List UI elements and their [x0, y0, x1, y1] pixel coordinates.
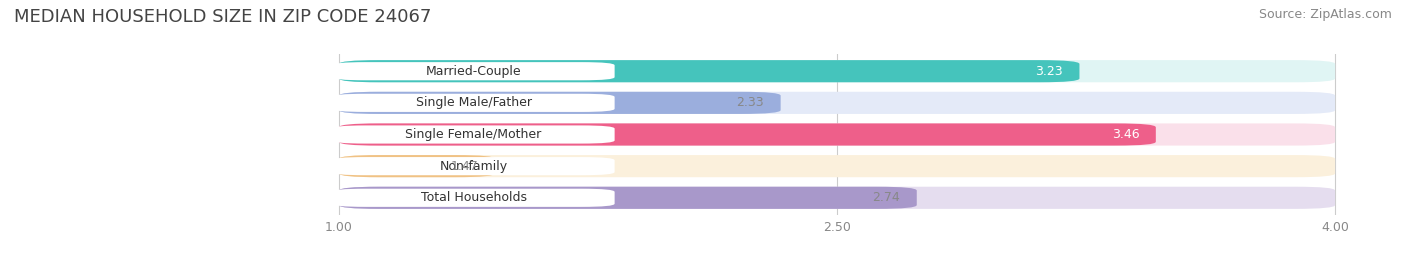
Text: Single Female/Mother: Single Female/Mother: [405, 128, 541, 141]
FancyBboxPatch shape: [339, 187, 917, 209]
Text: Source: ZipAtlas.com: Source: ZipAtlas.com: [1258, 8, 1392, 21]
FancyBboxPatch shape: [339, 155, 495, 177]
Text: 2.33: 2.33: [737, 96, 763, 109]
FancyBboxPatch shape: [332, 189, 614, 207]
FancyBboxPatch shape: [332, 125, 614, 144]
FancyBboxPatch shape: [339, 92, 780, 114]
FancyBboxPatch shape: [332, 62, 614, 80]
Text: Single Male/Father: Single Male/Father: [416, 96, 531, 109]
FancyBboxPatch shape: [339, 92, 1336, 114]
FancyBboxPatch shape: [339, 187, 1336, 209]
FancyBboxPatch shape: [339, 60, 1080, 82]
Text: Married-Couple: Married-Couple: [426, 65, 522, 78]
Text: Non-family: Non-family: [440, 160, 508, 173]
Text: 1.47: 1.47: [451, 160, 478, 173]
Text: 3.23: 3.23: [1035, 65, 1063, 78]
FancyBboxPatch shape: [339, 123, 1156, 146]
FancyBboxPatch shape: [332, 94, 614, 112]
FancyBboxPatch shape: [332, 157, 614, 175]
FancyBboxPatch shape: [339, 155, 1336, 177]
FancyBboxPatch shape: [339, 123, 1336, 146]
Text: MEDIAN HOUSEHOLD SIZE IN ZIP CODE 24067: MEDIAN HOUSEHOLD SIZE IN ZIP CODE 24067: [14, 8, 432, 26]
Text: 2.74: 2.74: [872, 191, 900, 204]
Text: 3.46: 3.46: [1112, 128, 1139, 141]
FancyBboxPatch shape: [339, 60, 1336, 82]
Text: Total Households: Total Households: [420, 191, 526, 204]
